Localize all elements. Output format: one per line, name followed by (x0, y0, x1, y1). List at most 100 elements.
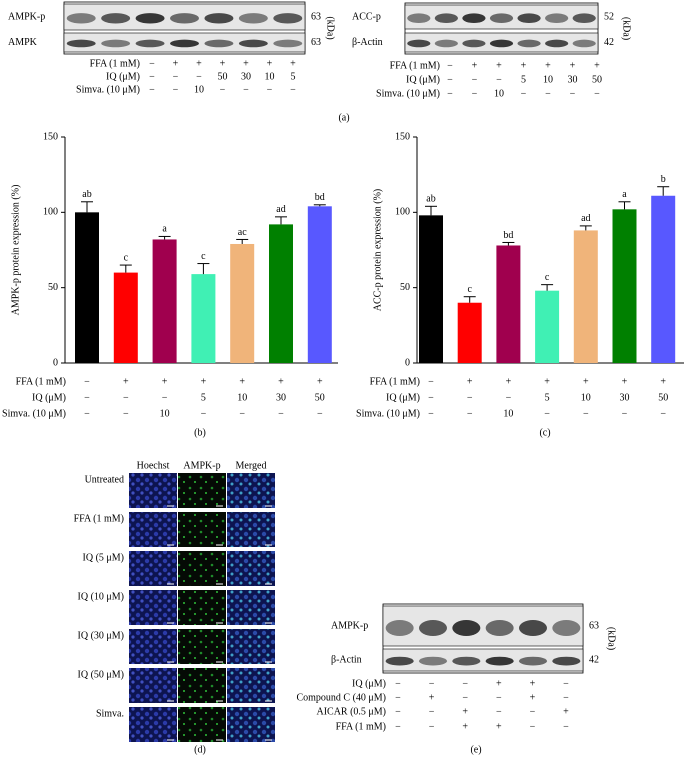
row-label: IQ (50 μM) (78, 669, 124, 680)
bar (307, 206, 332, 363)
y-tick-label: 0 (405, 357, 410, 368)
treatment-value: − (472, 88, 478, 99)
blot-band (517, 39, 541, 48)
blot-band (517, 13, 541, 23)
kda-label: 42 (589, 654, 599, 665)
treatment-value: + (622, 376, 628, 387)
treatment-label: FFA (1 mM) (16, 376, 66, 387)
treatment-value: − (521, 88, 527, 99)
bar (191, 274, 216, 363)
blot-band (170, 39, 199, 48)
blot-band (552, 620, 581, 636)
treatment-value: + (594, 60, 600, 71)
micrograph (129, 668, 177, 703)
blot-band (273, 13, 303, 24)
blot-band (101, 13, 131, 24)
blot-band (462, 13, 486, 23)
treatment-label: Simva. (10 μM) (356, 408, 420, 419)
treatment-label: Simva. (10 μM) (376, 88, 440, 99)
bar (535, 290, 560, 363)
blot-band (462, 39, 486, 48)
bar (496, 245, 521, 363)
treatment-label: Simva. (10 μM) (2, 408, 66, 419)
band-label: AMPK (8, 37, 38, 48)
column-header: Hoechst (137, 460, 170, 471)
treatment-value: − (447, 74, 453, 85)
treatment-value: − (545, 88, 551, 99)
micrograph (178, 707, 226, 742)
treatment-value: − (563, 721, 569, 732)
treatment-value: + (530, 692, 536, 703)
row-label: IQ (5 μM) (83, 552, 124, 563)
treatment-value: + (530, 678, 536, 689)
band-label: β-Actin (331, 654, 362, 665)
treatment-label: FFA (1 mM) (390, 60, 440, 71)
treatment-value: + (123, 376, 129, 387)
blot-band (434, 13, 458, 23)
treatment-value: − (467, 408, 473, 419)
bar (75, 212, 99, 363)
y-tick-label: 150 (43, 131, 58, 142)
significance-label: ad (276, 204, 285, 215)
treatment-value: − (173, 71, 179, 82)
kda-label: 63 (311, 11, 321, 22)
treatment-value: + (196, 58, 202, 69)
treatment-value: − (149, 58, 155, 69)
blot-band (238, 39, 268, 48)
micrograph (178, 512, 226, 547)
micrograph (129, 551, 177, 586)
blot-band (519, 656, 547, 666)
bar (230, 243, 255, 363)
treatment-value: − (149, 71, 155, 82)
blot-band (489, 13, 514, 23)
band-label: AMPK-p (8, 11, 45, 22)
treatment-value: − (462, 678, 468, 689)
treatment-value: + (660, 376, 666, 387)
significance-label: a (162, 224, 167, 235)
treatment-value: + (545, 60, 551, 71)
blot-band (489, 39, 514, 48)
treatment-value: 5 (545, 392, 550, 403)
blot-band (452, 620, 481, 636)
treatment-label: AICAR (0.5 μM) (316, 706, 386, 717)
treatment-value: + (521, 60, 527, 71)
treatment-value: − (428, 392, 434, 403)
treatment-value: 30 (568, 74, 578, 85)
significance-label: ab (426, 194, 435, 205)
micrograph (178, 668, 226, 703)
micrograph (129, 707, 177, 742)
y-tick-label: 0 (53, 357, 58, 368)
treatment-value: + (462, 706, 468, 717)
treatment-value: + (570, 60, 576, 71)
significance-label: b (661, 174, 666, 185)
y-tick-label: 50 (400, 282, 410, 293)
treatment-value: + (290, 58, 296, 69)
treatment-value: − (594, 88, 600, 99)
blot-band (407, 39, 431, 48)
blot-band (407, 13, 431, 23)
micrograph (227, 668, 275, 703)
column-header: AMPK-p (183, 460, 220, 471)
blot-band (552, 656, 581, 666)
bar (651, 195, 676, 363)
micrograph (129, 590, 177, 625)
treatment-value: 10 (265, 71, 275, 82)
band-label: β-Actin (352, 37, 383, 48)
treatment-value: − (317, 408, 323, 419)
treatment-value: − (496, 706, 502, 717)
treatment-value: − (290, 84, 296, 95)
treatment-value: + (278, 376, 284, 387)
treatment-value: + (220, 58, 226, 69)
treatment-value: − (395, 721, 401, 732)
blot-band (66, 13, 96, 24)
treatment-value: − (544, 408, 550, 419)
treatment-value: − (429, 706, 435, 717)
y-tick-label: 100 (43, 207, 58, 218)
treatment-value: + (429, 692, 435, 703)
band-label: ACC-p (352, 11, 381, 22)
kda-label: 42 (604, 37, 614, 48)
kda-unit: (kDa) (325, 16, 336, 39)
treatment-value: 10 (237, 392, 247, 403)
micrograph (227, 473, 275, 508)
